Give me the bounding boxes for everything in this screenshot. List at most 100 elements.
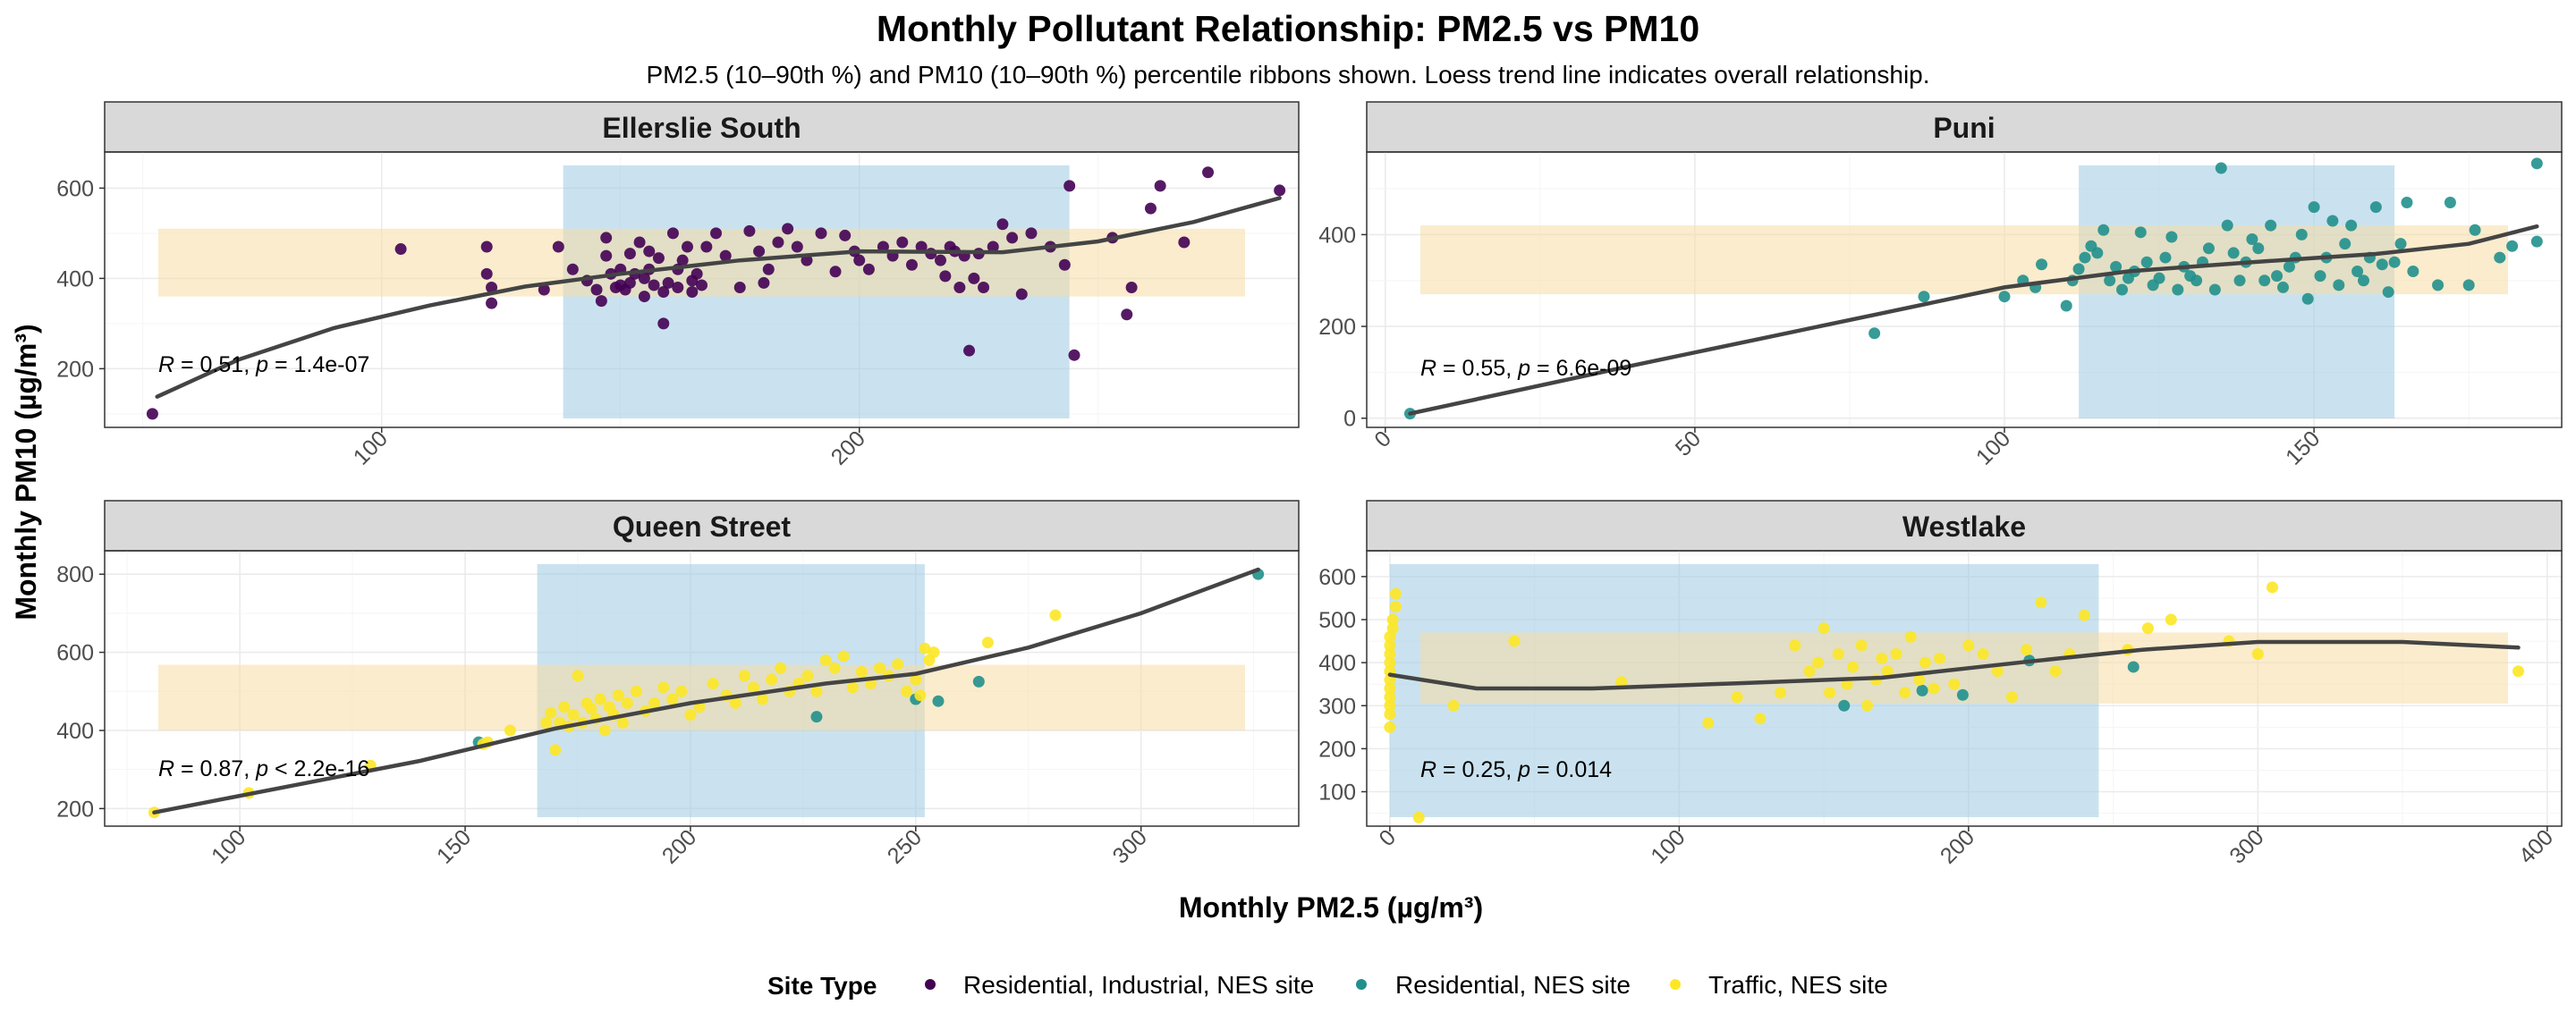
data-point xyxy=(552,241,564,253)
data-point xyxy=(839,229,852,241)
data-point xyxy=(2005,691,2018,704)
data-point xyxy=(810,685,823,697)
data-point xyxy=(2035,596,2047,609)
data-point xyxy=(648,697,661,709)
data-point xyxy=(598,724,611,737)
data-point xyxy=(2110,260,2123,273)
data-point xyxy=(675,685,688,697)
correlation-annotation: R = 0.55, p = 6.6e-09 xyxy=(1420,356,1631,381)
data-point xyxy=(1015,288,1028,300)
data-point xyxy=(2208,283,2221,296)
panel-ellerslie-south: Ellerslie South 200 400 600 100 200 R = 0.51, … xyxy=(56,101,1300,470)
data-point xyxy=(2141,622,2154,635)
data-point xyxy=(2345,219,2358,232)
data-point xyxy=(1812,656,1825,669)
y-tick-label: 500 xyxy=(1318,608,1356,633)
data-point xyxy=(633,236,646,249)
y-tick-label: 300 xyxy=(1318,694,1356,719)
data-point xyxy=(538,283,550,296)
data-point xyxy=(758,276,770,289)
panel-strip xyxy=(1366,101,2563,153)
data-point xyxy=(2314,270,2326,283)
data-point xyxy=(666,227,679,240)
legend-title: Site Type xyxy=(767,972,877,1000)
data-point xyxy=(996,218,1009,231)
data-point xyxy=(657,681,670,694)
data-point xyxy=(662,276,674,289)
annot-p-symbol: p xyxy=(255,756,268,781)
data-point xyxy=(394,243,407,256)
data-point xyxy=(1876,652,1888,664)
panel-border xyxy=(104,550,1300,827)
data-point xyxy=(2036,258,2048,271)
data-point xyxy=(1789,639,1801,652)
data-point xyxy=(1775,687,1787,699)
data-point xyxy=(2078,609,2090,621)
y-tick-label: 200 xyxy=(56,797,94,822)
data-point xyxy=(2227,247,2240,259)
data-point xyxy=(2127,661,2140,673)
data-point xyxy=(1841,678,1853,690)
data-point xyxy=(2079,251,2091,264)
y-tick-label: 100 xyxy=(1318,781,1356,806)
data-point xyxy=(549,744,562,756)
legend-label-traffic: Traffic, NES site xyxy=(1708,971,1888,999)
data-point xyxy=(828,662,841,674)
data-point xyxy=(928,646,940,659)
annot-r-value: = 0.51, xyxy=(174,352,256,377)
data-point xyxy=(1818,622,1830,635)
data-point xyxy=(1754,713,1767,725)
data-point xyxy=(2401,196,2413,208)
data-point xyxy=(910,673,922,686)
data-point xyxy=(2267,581,2279,594)
annot-r-symbol: R xyxy=(1420,757,1436,782)
data-point xyxy=(782,223,794,235)
data-point xyxy=(1846,661,1859,673)
data-point xyxy=(1384,648,1396,660)
x-tick-label: 400 xyxy=(2514,824,2558,868)
data-point xyxy=(2202,242,2215,255)
data-point xyxy=(892,658,904,671)
data-point xyxy=(1447,699,1460,712)
data-point xyxy=(837,650,850,663)
data-point xyxy=(545,706,557,719)
data-point xyxy=(978,281,990,293)
y-tick-label: 600 xyxy=(1318,565,1356,590)
data-point xyxy=(2382,286,2394,299)
data-point xyxy=(2060,300,2072,312)
x-tick-label: 50 xyxy=(1671,426,1706,460)
x-tick-label: 0 xyxy=(1374,824,1401,851)
data-point xyxy=(733,281,746,293)
data-point xyxy=(1412,811,1425,823)
data-point xyxy=(1384,656,1396,669)
data-point xyxy=(1824,687,1836,699)
data-point xyxy=(896,236,909,249)
panel-strip xyxy=(104,500,1300,552)
data-point xyxy=(2339,238,2351,250)
data-point xyxy=(612,689,624,702)
y-tick-label: 200 xyxy=(56,357,94,382)
data-point xyxy=(1058,258,1071,271)
data-point xyxy=(630,685,642,697)
annot-p-value: = 0.014 xyxy=(1530,757,1612,782)
data-point xyxy=(1913,673,1926,686)
data-point xyxy=(1178,236,1191,249)
data-point xyxy=(1389,601,1402,613)
annot-r-value: = 0.55, xyxy=(1436,356,1518,381)
data-point xyxy=(1832,648,1844,660)
data-point xyxy=(1384,699,1396,712)
data-point xyxy=(2407,265,2419,277)
data-point xyxy=(819,654,832,666)
data-point xyxy=(2233,274,2246,287)
data-point xyxy=(972,675,985,688)
annot-p-symbol: p xyxy=(1517,356,1530,381)
data-point xyxy=(616,716,629,729)
data-point xyxy=(1049,609,1062,621)
correlation-annotation: R = 0.51, p = 1.4e-07 xyxy=(158,352,369,377)
data-point xyxy=(1731,691,1743,704)
data-point xyxy=(681,241,693,253)
data-point xyxy=(652,252,665,265)
data-point xyxy=(1956,688,1969,701)
data-point xyxy=(2271,270,2284,283)
data-point xyxy=(2165,613,2177,626)
